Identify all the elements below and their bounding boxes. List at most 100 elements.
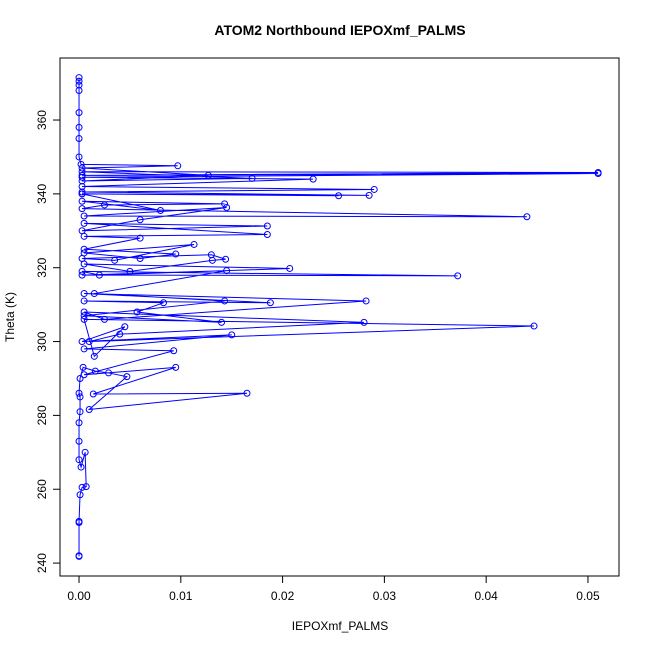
point — [126, 267, 134, 275]
point — [263, 222, 271, 230]
point — [82, 483, 90, 491]
y-tick-label: 300 — [35, 331, 49, 351]
point — [75, 81, 83, 89]
point — [123, 373, 131, 381]
point — [121, 323, 129, 331]
point — [263, 230, 271, 238]
point — [80, 245, 88, 253]
point — [454, 272, 462, 280]
point — [223, 267, 231, 275]
chart-title: ATOM2 Northbound IEPOXmf_PALMS — [214, 22, 465, 38]
point — [78, 197, 86, 205]
point — [75, 153, 83, 161]
x-tick-label: 0.01 — [169, 589, 193, 603]
x-tick-label: 0.04 — [474, 589, 498, 603]
point — [75, 389, 83, 397]
point — [111, 256, 119, 264]
point — [78, 164, 86, 172]
point — [76, 374, 84, 382]
y-tick-label: 360 — [35, 110, 49, 130]
point — [76, 491, 84, 499]
point — [76, 408, 84, 416]
plot-frame — [59, 57, 620, 577]
point — [170, 347, 178, 355]
point — [77, 160, 85, 168]
point — [365, 191, 373, 199]
point — [286, 264, 294, 272]
point — [75, 437, 83, 445]
point — [309, 175, 317, 183]
point — [248, 174, 256, 182]
point — [133, 308, 141, 316]
point — [89, 390, 97, 398]
point — [75, 419, 83, 427]
point — [136, 234, 144, 242]
point — [79, 363, 87, 371]
point — [78, 267, 86, 275]
point — [75, 109, 83, 117]
y-tick-label: 320 — [35, 257, 49, 277]
point — [523, 213, 531, 221]
point — [370, 185, 378, 193]
point — [90, 352, 98, 360]
point — [160, 299, 168, 307]
point — [207, 251, 215, 259]
point — [75, 74, 83, 82]
point — [78, 205, 86, 213]
point — [100, 315, 108, 323]
point — [80, 312, 88, 320]
y-tick-label: 260 — [35, 479, 49, 499]
point — [530, 322, 538, 330]
point — [221, 297, 229, 305]
point — [78, 483, 86, 491]
point — [76, 393, 84, 401]
point — [80, 315, 88, 323]
point — [75, 456, 83, 464]
point — [335, 192, 343, 200]
x-tick-label: 0.03 — [373, 589, 397, 603]
x-tick-label: 0.02 — [271, 589, 295, 603]
y-tick-label: 280 — [35, 405, 49, 425]
point — [228, 331, 236, 339]
point — [174, 162, 182, 170]
point — [78, 168, 86, 176]
point — [78, 338, 86, 346]
point — [80, 212, 88, 220]
y-tick-label: 240 — [35, 553, 49, 573]
point — [85, 338, 93, 346]
y-tick-label: 340 — [35, 184, 49, 204]
point — [136, 254, 144, 262]
point — [136, 216, 144, 224]
point — [75, 77, 83, 85]
point — [80, 290, 88, 298]
point — [116, 330, 124, 338]
point — [75, 123, 83, 131]
point — [218, 318, 226, 326]
point — [75, 517, 83, 525]
x-axis-label: IEPOXmf_PALMS — [292, 619, 388, 633]
point — [91, 367, 99, 375]
point — [80, 345, 88, 353]
point — [75, 134, 83, 142]
point — [78, 177, 86, 185]
point — [78, 190, 86, 198]
point — [594, 168, 602, 176]
x-tick-label: 0.05 — [576, 589, 600, 603]
point — [204, 171, 212, 179]
point — [80, 308, 88, 316]
x-tick-label: 0.00 — [67, 589, 91, 603]
point — [221, 200, 229, 208]
point — [362, 297, 370, 305]
point — [78, 227, 86, 235]
point — [85, 405, 93, 413]
point — [243, 389, 251, 397]
point — [266, 299, 274, 307]
point — [80, 249, 88, 257]
point — [80, 219, 88, 227]
point — [223, 204, 231, 212]
point — [100, 201, 108, 209]
point — [77, 463, 85, 471]
y-axis-label: Theta (K) — [3, 292, 17, 342]
point — [81, 448, 89, 456]
